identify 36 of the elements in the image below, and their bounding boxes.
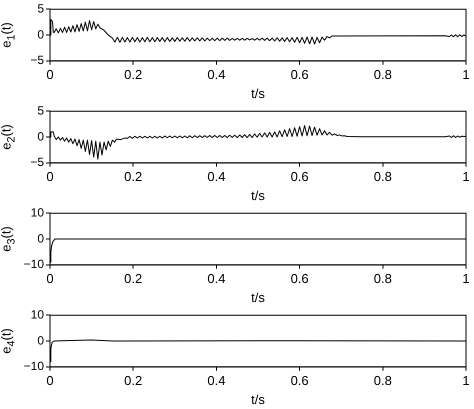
x-tick-label: 0.6 — [290, 67, 309, 82]
x-tick-label: 0.4 — [207, 271, 226, 286]
x-tick-label: 1 — [462, 373, 470, 388]
x-tick-label: 0.6 — [290, 373, 309, 388]
y-tick-label: 0 — [37, 231, 44, 246]
x-tick-label: 1 — [462, 67, 470, 82]
x-tick-label: 0.6 — [290, 169, 309, 184]
x-axis-title: t/s — [251, 188, 266, 203]
x-axis-title: t/s — [251, 290, 266, 305]
x-tick-label: 0.8 — [374, 271, 392, 286]
x-tick-label: 0.4 — [207, 67, 226, 82]
x-axis-title: t/s — [251, 86, 266, 101]
y-tick-label: −10 — [24, 359, 44, 374]
y-tick-label: −10 — [24, 257, 44, 272]
x-tick-label: 0.2 — [124, 67, 142, 82]
x-tick-label: 1 — [462, 169, 470, 184]
x-tick-label: 0.4 — [207, 373, 226, 388]
y-tick-label: −5 — [30, 155, 44, 170]
x-tick-label: 0.8 — [374, 67, 392, 82]
x-tick-label: 0.6 — [290, 271, 309, 286]
x-tick-label: 0.8 — [374, 169, 392, 184]
x-tick-label: 0.4 — [207, 169, 226, 184]
x-tick-label: 1 — [462, 271, 470, 286]
y-tick-label: 0 — [37, 27, 44, 42]
x-axis-title: t/s — [251, 392, 266, 407]
y-tick-label: 10 — [30, 308, 44, 322]
y-tick-label: 0 — [37, 129, 44, 144]
y-tick-label: −5 — [30, 53, 44, 68]
y-tick-label: 5 — [37, 104, 44, 118]
x-tick-label: 0.2 — [124, 169, 142, 184]
y-tick-label: 10 — [30, 206, 44, 220]
x-tick-label: 0.8 — [374, 373, 392, 388]
x-tick-label: 0.2 — [124, 373, 142, 388]
y-tick-label: 5 — [37, 2, 44, 16]
y-tick-label: 0 — [37, 333, 44, 348]
x-tick-label: 0.2 — [124, 271, 142, 286]
